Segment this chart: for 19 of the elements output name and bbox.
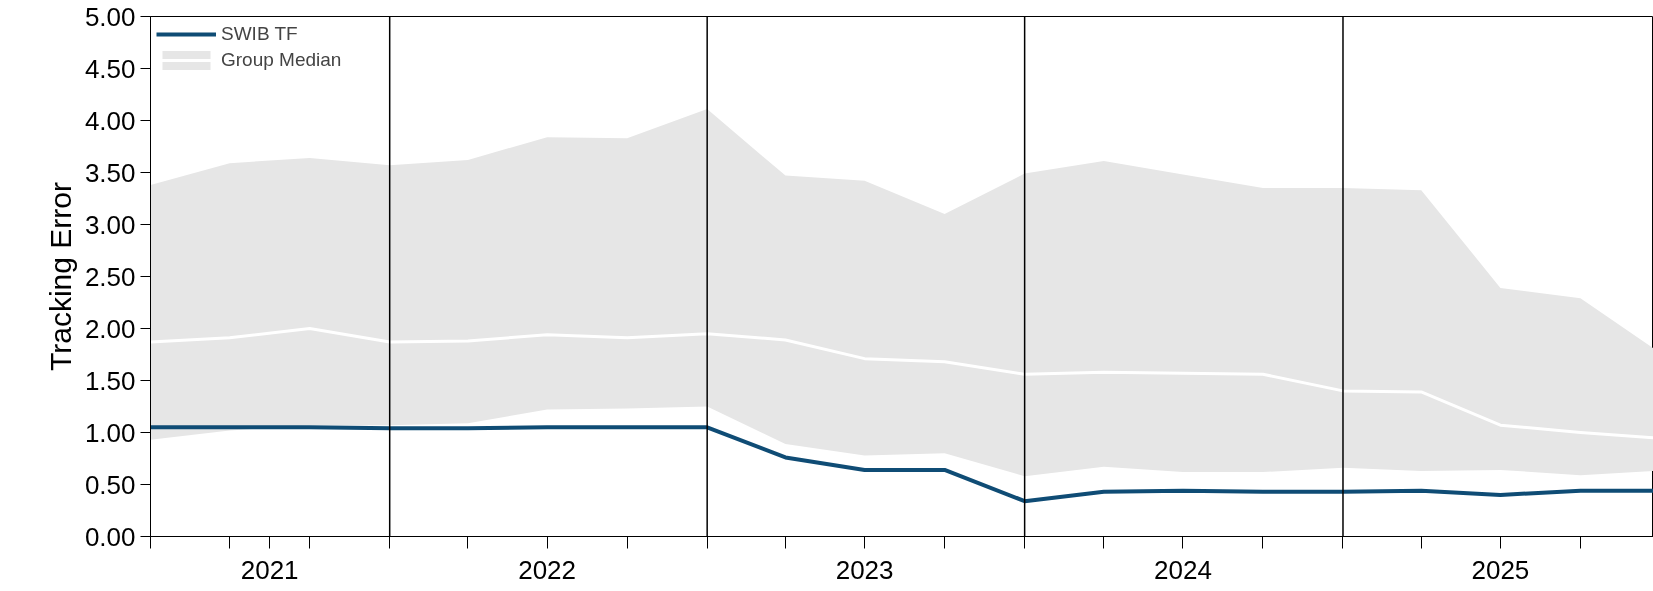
y-tick-label: 0.50 [84,469,136,500]
y-tick-label: 0.00 [84,521,136,552]
y-tick-label: 3.00 [84,209,136,240]
legend-label: Group Median [221,49,342,71]
x-tick-label: 2024 [1154,554,1212,585]
y-tick-label: 2.50 [84,261,136,292]
x-tick-label: 2021 [240,554,299,585]
y-tick-label: 4.00 [84,105,136,136]
y-tick-label: 1.00 [84,417,136,448]
y-tick-label: 1.50 [84,365,136,396]
y-axis-title: Tracking Error [43,182,77,371]
y-tick-label: 3.50 [84,157,136,188]
x-tick-label: 2022 [518,554,577,585]
x-tick-label: 2023 [835,554,894,585]
y-tick-label: 4.50 [84,53,136,84]
y-tick-label: 5.00 [84,1,136,32]
x-tick-label: 2025 [1471,554,1530,585]
legend-label: SWIB TF [221,23,298,45]
y-tick-label: 2.00 [84,313,136,344]
